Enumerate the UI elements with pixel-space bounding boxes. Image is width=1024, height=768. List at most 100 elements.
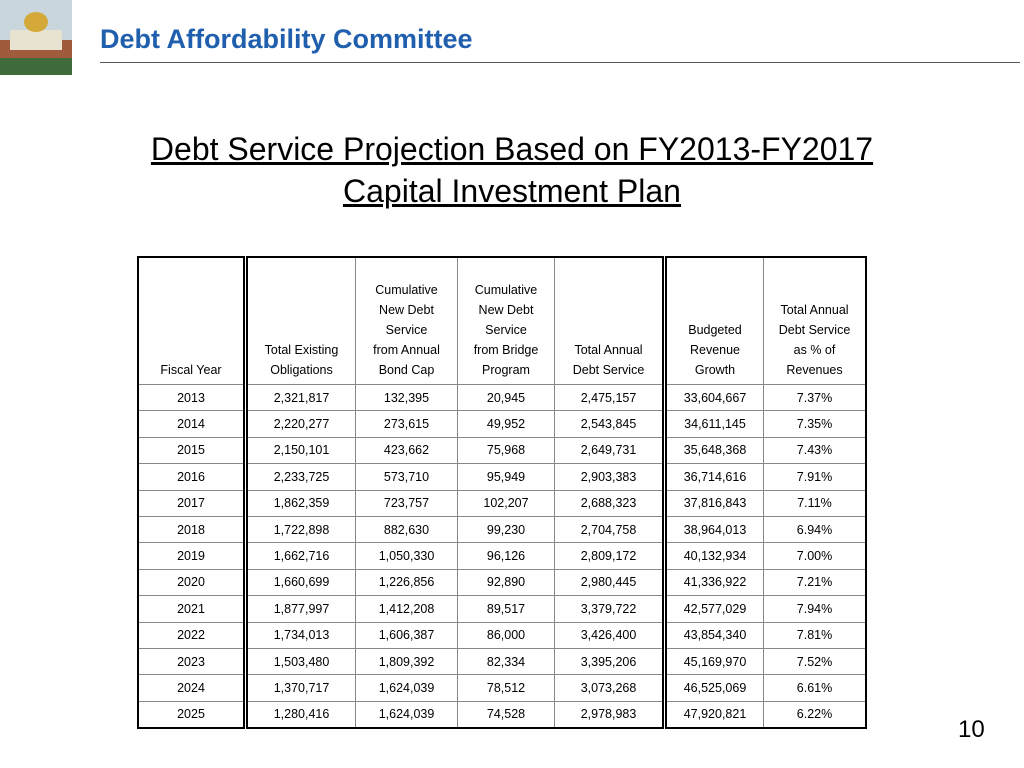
cell: 38,964,013 [664,515,764,544]
header-row: Fiscal Year Total Existing Obligations Cumu… [137,256,867,385]
cell: 1,280,416 [245,700,356,729]
header-line: Service [485,323,527,337]
cell: 1,722,898 [245,515,356,544]
cell: 2,903,383 [554,463,667,491]
column-header: Cumulative New Debt Service from Annual Bond… [355,256,458,385]
cell: 74,528 [457,700,555,729]
cell: 1,370,717 [245,674,356,702]
data-row: 2023 1,503,480 1,809,392 82,334 3,395,206 45,… [137,647,867,676]
header-line: Total Existing [264,343,339,357]
header-line: from Bridge [473,343,539,357]
header-line: Budgeted [688,323,742,337]
cell: 86,000 [457,621,555,649]
cell: 46,525,069 [664,674,764,702]
header-line: Revenues [786,363,843,377]
cell: 6.94% [763,515,867,544]
header-line: New Debt [478,303,534,317]
title-line: Debt Service Projection Based on FY2013-… [0,128,1024,170]
column-header: Total Annual Debt Service as % of Revenues [763,256,867,385]
header-line: Bond Cap [378,363,435,377]
cell: 99,230 [457,515,555,544]
cell: 2013 [137,383,248,412]
cell: 36,714,616 [664,463,764,491]
cell: 7.43% [763,436,867,465]
cell: 92,890 [457,568,555,597]
data-row: 2015 2,150,101 423,662 75,968 2,649,731 35,64… [137,436,867,465]
page-number: 10 [958,716,985,743]
cell: 423,662 [355,436,458,465]
header-line: Service [385,323,428,337]
cell: 7.21% [763,568,867,597]
cell: 1,734,013 [245,621,356,649]
header-line: Debt Service [572,363,645,377]
slide-title: Debt Service Projection Based on FY2013-… [0,128,1024,212]
cell: 2,475,157 [554,383,667,412]
cell: 1,412,208 [355,595,458,623]
cell: 1,877,997 [245,595,356,623]
header-line: as % of [793,343,836,357]
statehouse-image [0,0,72,75]
cell: 573,710 [355,463,458,491]
cell: 2022 [137,621,248,649]
cell: 2016 [137,463,248,491]
cell: 40,132,934 [664,542,764,570]
cell: 7.35% [763,410,867,438]
cell: 7.94% [763,595,867,623]
cell: 20,945 [457,383,555,412]
cell: 6.61% [763,674,867,702]
cell: 7.11% [763,489,867,517]
cell: 1,862,359 [245,489,356,517]
cell: 882,630 [355,515,458,544]
cell: 1,503,480 [245,647,356,676]
data-row: 2019 1,662,716 1,050,330 96,126 2,809,172 40,… [137,542,867,570]
data-row: 2024 1,370,717 1,624,039 78,512 3,073,268 46,… [137,674,867,702]
cell: 2,150,101 [245,436,356,465]
header-title: Debt Affordability Committee [100,24,473,54]
cell: 89,517 [457,595,555,623]
cell: 34,611,145 [664,410,764,438]
cell: 1,809,392 [355,647,458,676]
header-rule [100,62,1020,63]
header-line: Cumulative [375,283,438,297]
cell: 6.22% [763,700,867,729]
cell: 3,379,722 [554,595,667,623]
data-row: 2022 1,734,013 1,606,387 86,000 3,426,400 43,… [137,621,867,649]
cell: 2015 [137,436,248,465]
cell: 7.81% [763,621,867,649]
header-line: from Annual [373,343,440,357]
data-row: 2020 1,660,699 1,226,856 92,890 2,980,445 41,… [137,568,867,597]
cell: 2,688,323 [554,489,667,517]
cell: 43,854,340 [664,621,764,649]
cell: 2021 [137,595,248,623]
cell: 102,207 [457,489,555,517]
title-text: Capital Investment Plan [343,173,681,209]
column-header: Cumulative New Debt Service from Bridge Prog… [457,256,555,385]
data-row: 2021 1,877,997 1,412,208 89,517 3,379,722 42,… [137,595,867,623]
cell: 47,920,821 [664,700,764,729]
cell: 96,126 [457,542,555,570]
column-header: Total Annual Debt Service [554,256,667,385]
cell: 2,220,277 [245,410,356,438]
cell: 33,604,667 [664,383,764,412]
cell: 37,816,843 [664,489,764,517]
cell: 2019 [137,542,248,570]
cell: 45,169,970 [664,647,764,676]
cell: 1,226,856 [355,568,458,597]
header-line: Program [482,363,530,377]
cell: 7.91% [763,463,867,491]
cell: 2023 [137,647,248,676]
cell: 273,615 [355,410,458,438]
cell: 132,395 [355,383,458,412]
header-line: Growth [694,363,736,377]
cell: 7.52% [763,647,867,676]
header-line: New Debt [379,303,434,317]
column-header: Total Existing Obligations [245,256,356,385]
cell: 1,624,039 [355,700,458,729]
cell: 723,757 [355,489,458,517]
cell: 3,426,400 [554,621,667,649]
data-row: 2014 2,220,277 273,615 49,952 2,543,845 34,61… [137,410,867,438]
cell: 35,648,368 [664,436,764,465]
cell: 41,336,922 [664,568,764,597]
header-line: Total Annual [780,303,849,317]
